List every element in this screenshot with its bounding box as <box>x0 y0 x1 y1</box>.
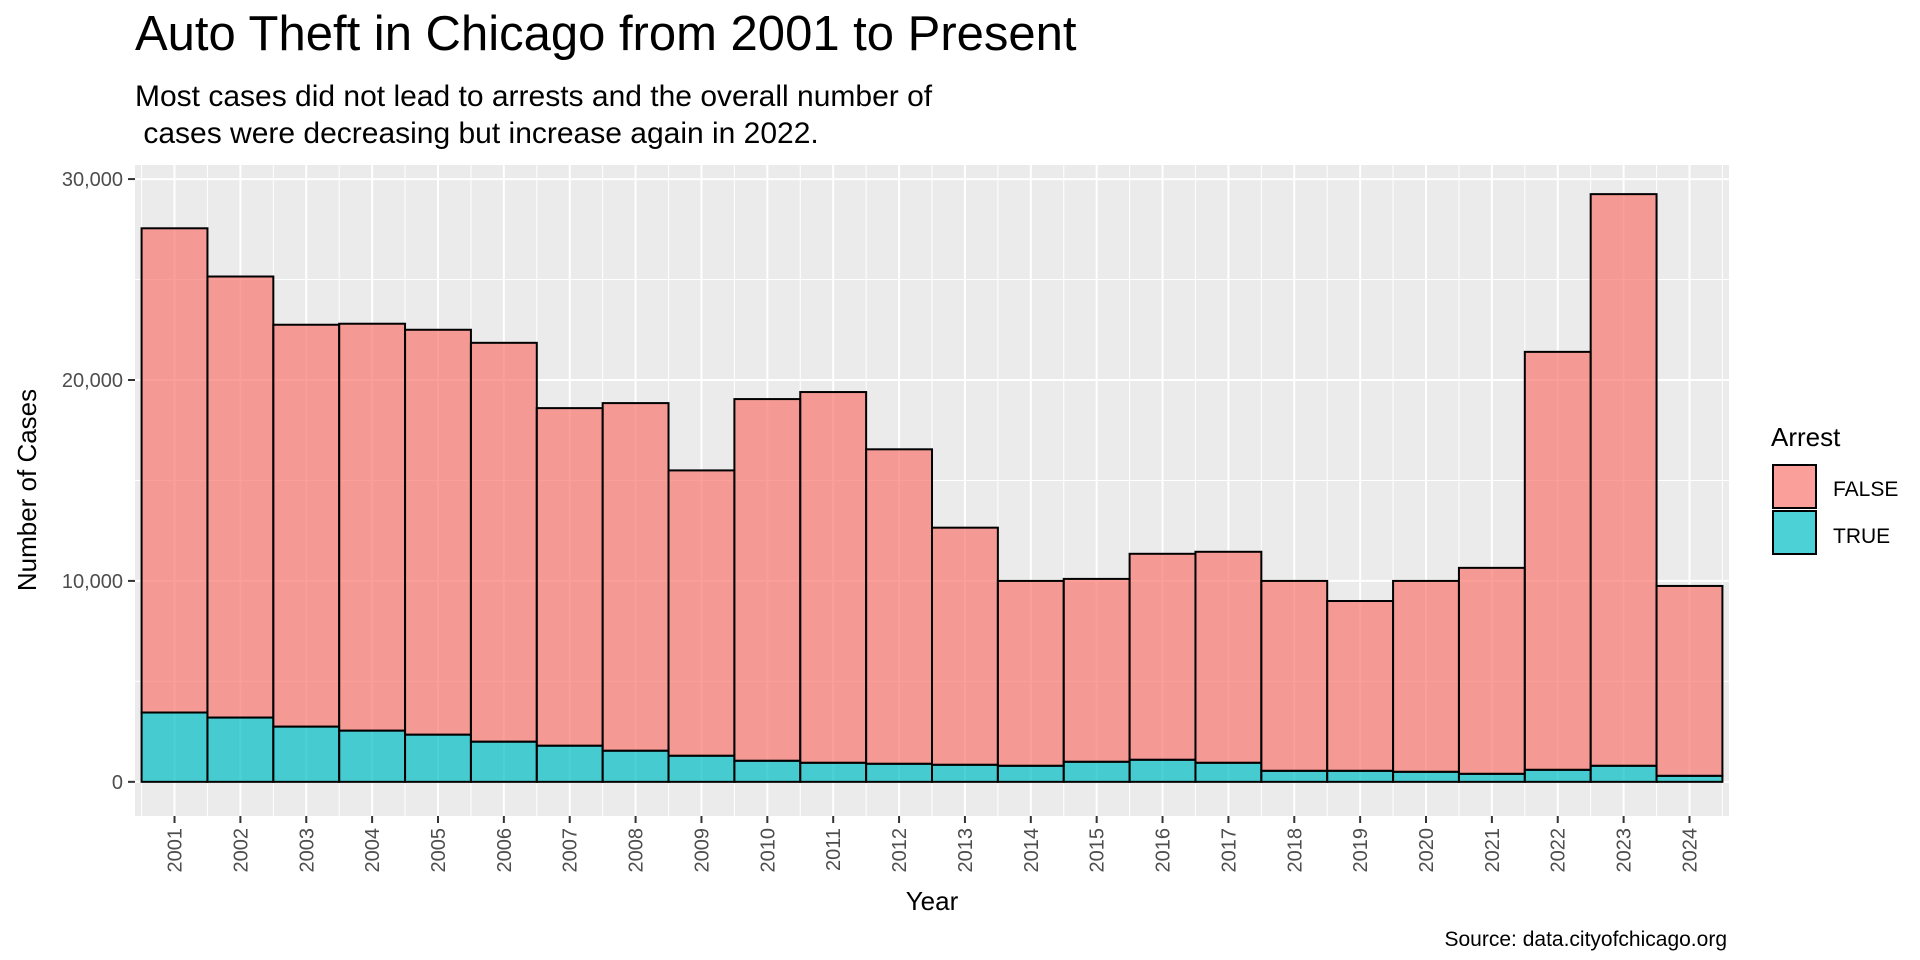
bar-true-2019 <box>1326 769 1395 783</box>
x-tick-label: 2020 <box>1416 828 1438 873</box>
bar-false-2005 <box>404 328 472 736</box>
x-tick-label: 2024 <box>1679 828 1701 873</box>
bar-true-2017 <box>1194 761 1263 783</box>
chart-subtitle: Most cases did not lead to arrests and t… <box>135 80 933 150</box>
bar-false-2011 <box>799 391 868 764</box>
bar-true-2009 <box>667 754 736 783</box>
bar-false-2001 <box>140 227 209 714</box>
x-tick-label: 2022 <box>1548 828 1570 873</box>
legend-label-true: TRUE <box>1833 525 1890 548</box>
x-axis: 2001 2002 2003 2004 2005 2006 2007 2008 2009 2010… <box>165 816 1701 873</box>
bar-false-2022 <box>1523 350 1592 771</box>
x-tick-label: 2005 <box>428 828 450 873</box>
x-tick-label: 2002 <box>230 828 252 873</box>
x-tick-label: 2009 <box>691 828 713 873</box>
bar-true-2011 <box>799 761 868 783</box>
x-tick-label: 2021 <box>1482 828 1504 873</box>
y-axis: 0 10,000 20,000 30,000 <box>62 169 135 794</box>
bar-false-2002 <box>206 275 275 719</box>
bar-false-2024 <box>1655 584 1724 777</box>
bar-true-2010 <box>733 759 802 783</box>
bar-true-2002 <box>206 716 275 783</box>
bars <box>140 193 1724 783</box>
bar-true-2018 <box>1260 769 1329 783</box>
bar-true-2003 <box>272 725 341 783</box>
x-tick-label: 2018 <box>1284 828 1306 873</box>
x-tick-label: 2013 <box>955 828 977 873</box>
bar-true-2013 <box>931 763 999 783</box>
x-tick-label: 2014 <box>1021 828 1043 873</box>
bar-true-2022 <box>1523 768 1592 783</box>
bar-true-2021 <box>1457 772 1526 783</box>
x-tick-label: 2008 <box>626 828 648 873</box>
bar-false-2008 <box>601 402 670 752</box>
x-tick-label: 2016 <box>1153 828 1175 873</box>
bar-false-2019 <box>1326 600 1395 772</box>
bar-true-2008 <box>601 749 670 783</box>
bar-false-2010 <box>733 398 802 762</box>
bar-true-2020 <box>1392 770 1460 783</box>
bar-false-2009 <box>667 469 736 757</box>
legend-title: Arrest <box>1771 422 1841 452</box>
y-tick-label: 0 <box>112 772 123 794</box>
x-tick-label: 2001 <box>165 828 187 873</box>
y-tick-label: 30,000 <box>62 169 123 191</box>
x-tick-label: 2010 <box>757 828 779 873</box>
bar-false-2007 <box>535 407 604 747</box>
bar-false-2021 <box>1457 566 1526 775</box>
bar-true-2001 <box>140 711 209 783</box>
chart-title: Auto Theft in Chicago from 2001 to Prese… <box>135 7 1077 61</box>
y-axis-label: Number of Cases <box>12 389 42 591</box>
chart-caption: Source: data.cityofchicago.org <box>1444 928 1728 951</box>
legend-label-false: FALSE <box>1833 478 1898 501</box>
x-tick-label: 2023 <box>1614 828 1636 873</box>
x-tick-label: 2007 <box>560 828 582 873</box>
bar-true-2014 <box>996 764 1065 783</box>
legend: Arrest FALSE TRUE <box>1771 422 1898 555</box>
legend-key-false <box>1772 464 1817 509</box>
x-tick-label: 2017 <box>1218 828 1240 873</box>
bar-false-2020 <box>1392 579 1460 773</box>
bar-true-2016 <box>1128 758 1197 783</box>
bar-false-2004 <box>338 322 407 732</box>
bar-false-2023 <box>1589 193 1658 767</box>
y-tick-label: 10,000 <box>62 571 123 593</box>
bar-true-2005 <box>404 733 472 783</box>
bar-true-2006 <box>469 740 538 783</box>
bar-false-2015 <box>1062 577 1131 763</box>
x-tick-label: 2012 <box>889 828 911 873</box>
x-tick-label: 2004 <box>362 828 384 873</box>
x-tick-label: 2003 <box>296 828 318 873</box>
bar-true-2012 <box>865 762 933 783</box>
x-tick-label: 2006 <box>494 828 516 873</box>
y-tick-label: 20,000 <box>62 370 123 392</box>
bar-false-2014 <box>996 579 1065 767</box>
bar-true-2004 <box>338 729 407 783</box>
bar-false-2017 <box>1194 550 1263 764</box>
x-axis-label: Year <box>906 886 959 916</box>
bar-false-2016 <box>1128 552 1197 761</box>
bar-true-2007 <box>535 744 604 783</box>
x-tick-label: 2019 <box>1350 828 1372 873</box>
bar-false-2013 <box>931 526 999 766</box>
x-tick-label: 2011 <box>823 828 845 871</box>
legend-key-true <box>1772 510 1817 555</box>
bar-false-2012 <box>865 448 933 765</box>
bar-false-2018 <box>1260 579 1329 772</box>
bar-true-2023 <box>1589 764 1658 783</box>
bar-false-2006 <box>469 341 538 743</box>
bar-true-2015 <box>1062 760 1131 783</box>
x-tick-label: 2015 <box>1087 828 1109 873</box>
bar-false-2003 <box>272 323 341 728</box>
